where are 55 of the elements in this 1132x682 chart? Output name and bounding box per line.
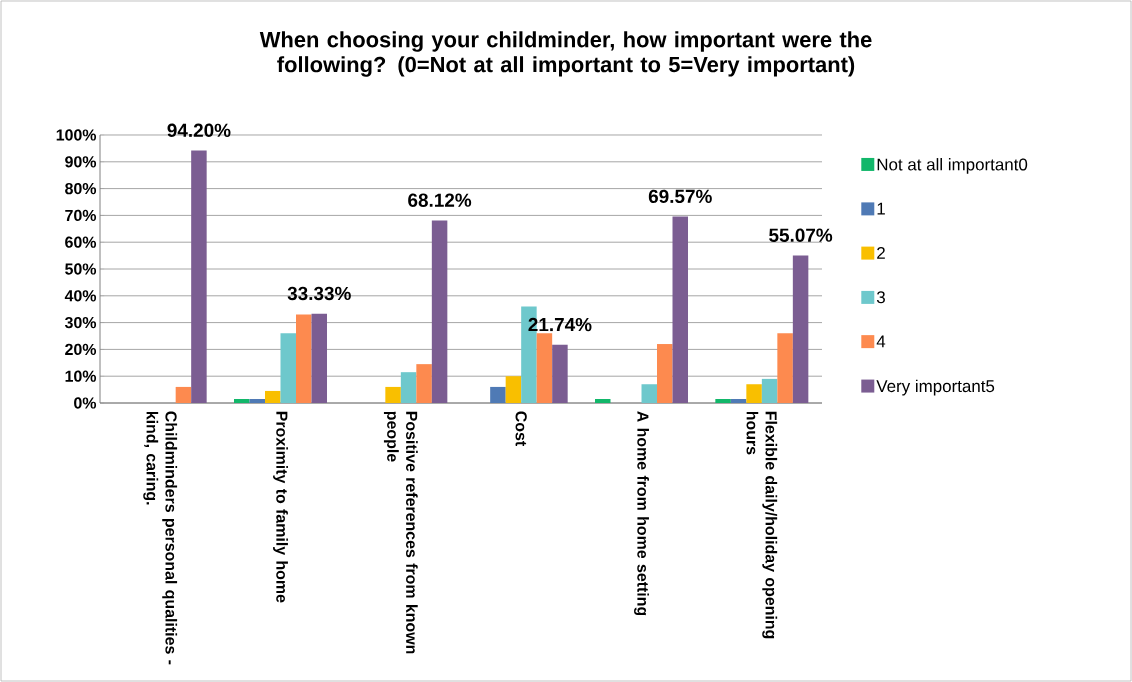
bar <box>431 220 448 403</box>
legend-label: 2 <box>877 246 885 259</box>
bar <box>761 378 778 403</box>
bar <box>657 344 673 403</box>
chart-title: When choosing your childminder, how important were the following? (0=Not at all important to 5=Very important) <box>259 31 872 77</box>
bar <box>400 372 417 403</box>
data-label: 55.07% <box>769 228 833 242</box>
y-tick-label: 90% <box>65 156 97 168</box>
bar <box>490 386 506 403</box>
bar <box>311 313 327 403</box>
bar <box>505 376 522 403</box>
bar <box>265 390 281 403</box>
bar <box>672 216 688 403</box>
legend-label: 4 <box>876 335 886 348</box>
bar <box>595 398 611 403</box>
x-tick-label: Flexible daily/holiday opening hours <box>746 411 778 639</box>
y-tick-label: 50% <box>65 263 97 275</box>
data-label: 33.33% <box>287 286 351 301</box>
bar <box>191 150 207 403</box>
legend-label: Not at all important0 <box>877 158 1028 174</box>
y-tick-label: 40% <box>64 290 97 302</box>
x-tick-label: Cost <box>515 411 527 446</box>
bar <box>385 386 401 403</box>
y-tick-label: 10% <box>65 370 97 382</box>
bar <box>416 364 432 403</box>
bar <box>777 333 793 403</box>
legend-label: Very important5 <box>876 379 995 396</box>
bar <box>536 333 553 403</box>
x-tick-label: Proximity to family home <box>273 411 288 603</box>
y-tick-label: 30% <box>64 316 97 329</box>
bar <box>280 333 296 403</box>
data-label: 69.57% <box>648 189 712 204</box>
bar <box>296 314 312 403</box>
x-tick-label: Positive references from known people <box>383 411 418 654</box>
bar <box>715 398 731 403</box>
y-tick-label: 0% <box>74 397 97 409</box>
y-tick-label: 100% <box>56 129 97 141</box>
bar <box>641 384 657 403</box>
y-tick-label: 70% <box>65 209 97 222</box>
x-tick-label: A home from home setting <box>634 411 649 616</box>
bar <box>249 398 265 403</box>
x-tick-label: Childminders personal qualities - kind, caring. <box>143 411 178 665</box>
legend-label: 3 <box>876 291 885 304</box>
bar <box>746 384 762 403</box>
bar <box>234 398 250 403</box>
bar <box>730 398 747 403</box>
bar <box>792 255 809 403</box>
y-tick-label: 60% <box>65 236 97 248</box>
y-tick-label: 20% <box>65 343 97 356</box>
legend-label: 1 <box>877 202 885 215</box>
bar <box>552 344 568 403</box>
bar <box>175 386 192 403</box>
y-tick-label: 80% <box>65 182 97 195</box>
data-label: 68.12% <box>408 193 472 207</box>
data-label: 94.20% <box>167 123 231 138</box>
